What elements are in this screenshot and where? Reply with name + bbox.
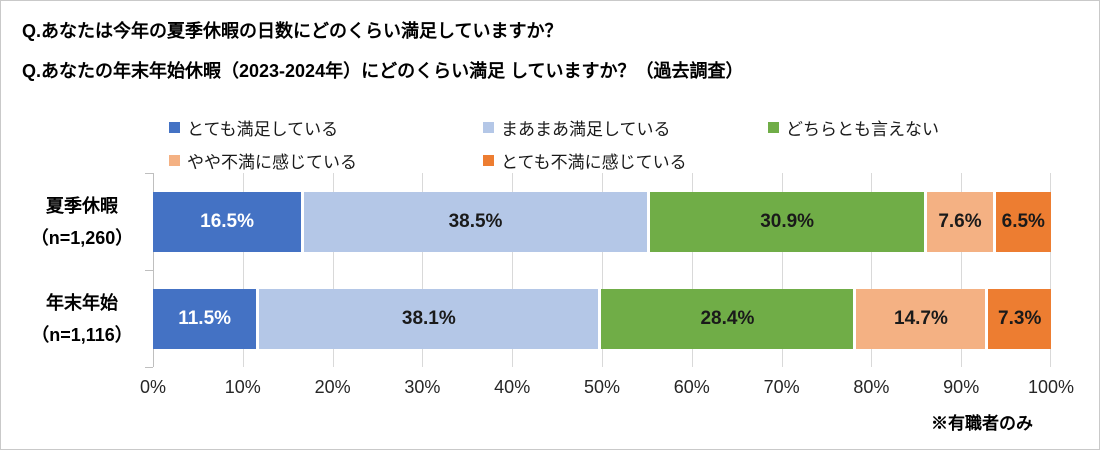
legend-swatch-icon xyxy=(483,122,494,133)
category-axis-tick xyxy=(145,367,153,368)
x-axis-tick-label: 60% xyxy=(673,377,710,397)
category-label: 夏季休暇 （n=1,260） xyxy=(15,190,149,254)
bar-segment: 6.5% xyxy=(992,191,1051,252)
bar-segment: 28.4% xyxy=(598,288,854,349)
bar-segment: 7.6% xyxy=(924,191,993,252)
category-name: 年末年始 xyxy=(46,292,118,313)
bar-segment-value-label: 38.1% xyxy=(401,307,456,329)
gridline xyxy=(242,173,244,367)
question-title-2: Q.あなたの年末年始休暇（2023-2024年）にどのくらい満足 していますか？… xyxy=(22,61,744,81)
x-axis-tick-label: 70% xyxy=(763,377,800,397)
legend-item: まあまあ満足している xyxy=(483,115,671,140)
value-axis-line xyxy=(153,173,154,367)
legend-swatch-icon xyxy=(768,122,779,133)
question-titles: Q.あなたは今年の夏季休暇の日数にどのくらい満足していますか？ Q.あなたの年末… xyxy=(22,11,744,91)
legend-swatch-icon xyxy=(169,122,180,133)
bar-segment-value-label: 14.7% xyxy=(894,307,948,329)
category-sample-size: （n=1,116） xyxy=(31,324,133,345)
bar-segment-value-label: 28.4% xyxy=(700,307,755,329)
x-axis-tick-label: 0% xyxy=(139,377,166,397)
bar-segment-value-label: 30.9% xyxy=(760,210,815,232)
x-axis-tick-label: 50% xyxy=(583,377,621,397)
bar-segment: 38.1% xyxy=(256,288,599,349)
bar-segment-value-label: 7.3% xyxy=(998,307,1042,329)
legend-item-label: まあまあ満足している xyxy=(501,120,671,139)
legend-item-label: とても満足している xyxy=(187,120,339,139)
gridline xyxy=(781,173,783,367)
bar-segment: 14.7% xyxy=(853,288,986,349)
legend-item: とても不満に感じている xyxy=(483,148,687,173)
bar-segment-value-label: 16.5% xyxy=(200,210,255,232)
footnote: ※有職者のみ xyxy=(931,414,1033,433)
legend-item-label: とても不満に感じている xyxy=(501,153,687,172)
bar-segment-value-label: 38.5% xyxy=(448,210,503,232)
bar-segment-value-label: 7.6% xyxy=(938,210,982,232)
category-axis-tick xyxy=(145,270,153,271)
category-name: 夏季休暇 xyxy=(46,195,118,216)
x-axis-tick-label: 80% xyxy=(853,377,890,397)
gridline xyxy=(602,173,603,367)
bar-segment: 11.5% xyxy=(153,288,257,349)
gridline xyxy=(512,173,514,367)
bar-segment: 16.5% xyxy=(153,191,302,252)
legend-item-label: やや不満に感じている xyxy=(187,153,357,172)
category-label: 年末年始 （n=1,116） xyxy=(15,287,149,351)
legend-swatch-icon xyxy=(169,155,180,166)
legend-item: やや不満に感じている xyxy=(169,148,357,173)
x-axis-tick-label: 20% xyxy=(314,377,351,397)
legend-item-label: どちらとも言えない xyxy=(786,120,939,139)
gridline xyxy=(332,173,334,367)
x-axis-tick-label: 30% xyxy=(404,377,441,397)
question-title-1: Q.あなたは今年の夏季休暇の日数にどのくらい満足していますか？ xyxy=(22,21,563,41)
bar-segment: 30.9% xyxy=(646,191,925,252)
gridline xyxy=(691,173,693,367)
legend-item: とても満足している xyxy=(169,115,338,140)
category-sample-size: （n=1,260） xyxy=(30,227,134,248)
x-axis-tick-label: 10% xyxy=(224,377,261,397)
bar-segment: 7.3% xyxy=(985,288,1051,349)
bar-segment-value-label: 11.5% xyxy=(178,307,232,329)
gridline xyxy=(871,173,873,367)
x-axis-tick-label: 40% xyxy=(494,377,531,397)
legend-swatch-icon xyxy=(483,155,494,166)
legend-item: どちらとも言えない xyxy=(768,115,939,140)
x-axis-tick-label: 90% xyxy=(943,377,980,397)
category-axis-tick xyxy=(145,173,153,174)
gridline xyxy=(961,173,963,367)
gridline xyxy=(1050,173,1051,367)
gridline xyxy=(422,173,424,367)
bar-segment: 38.5% xyxy=(301,191,647,252)
x-axis-tick-label: 100% xyxy=(1027,377,1075,397)
bar-segment-value-label: 6.5% xyxy=(1001,210,1045,232)
